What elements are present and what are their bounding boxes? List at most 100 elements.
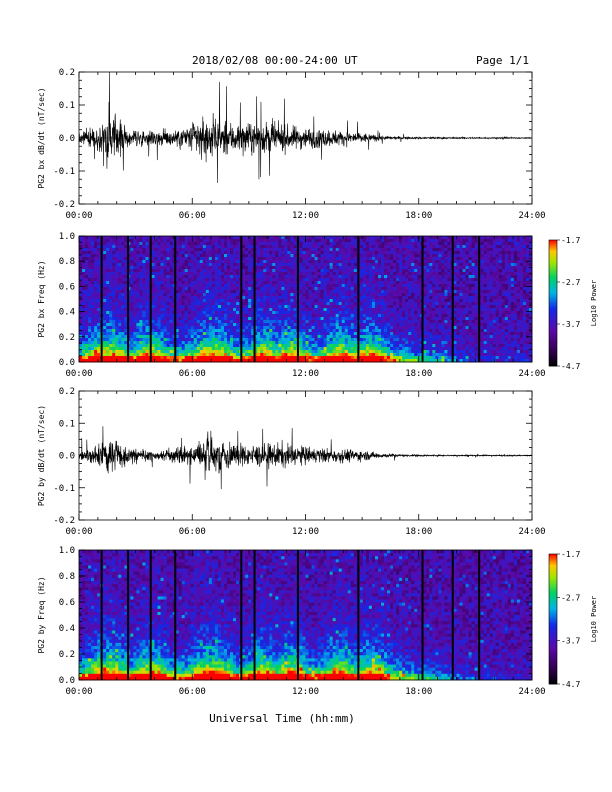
- bx-spectrogram-cell: [214, 344, 219, 348]
- bx-spectrogram-cell: [368, 335, 373, 339]
- bx-spectrogram-cell: [278, 326, 282, 330]
- bx-spectrogram-cell: [109, 344, 113, 348]
- bx-spectrogram-cell: [130, 326, 134, 330]
- bx-spectrogram-cell: [314, 245, 318, 249]
- bx-spectrogram-cell: [106, 281, 110, 285]
- bx-spectrogram-cell: [118, 302, 122, 306]
- bx-spectrogram-cell: [399, 350, 403, 354]
- bx-spectrogram-cell: [139, 350, 143, 354]
- bx-spectrogram-cell: [359, 287, 364, 291]
- bx-spectrogram-cell: [214, 338, 219, 342]
- bx-spectrogram-cell: [109, 305, 113, 309]
- bx-spectrogram-cell: [205, 332, 210, 336]
- bx-spectrogram-cell: [411, 305, 415, 309]
- bx-spectrogram-cell: [284, 266, 288, 270]
- bx-spectrogram-cell: [396, 329, 400, 333]
- bx-spectrogram-cell: [133, 323, 137, 327]
- bx-spectrogram-cell: [154, 305, 158, 309]
- bx-spectrogram-cell: [82, 272, 86, 276]
- bx-spectrogram-cell: [236, 308, 240, 312]
- bx-spectrogram-cell: [341, 305, 346, 309]
- bx-spectrogram-cell: [387, 263, 391, 267]
- bx-spectrogram-cell: [344, 269, 349, 273]
- bx-spectrogram-cell: [193, 257, 198, 261]
- bx-spectrogram-cell: [384, 236, 388, 240]
- bx-spectrogram-cell: [88, 293, 92, 297]
- bx-spectrogram-cell: [193, 317, 198, 321]
- bx-spectrogram-cell: [423, 359, 427, 363]
- bx-spectrogram-cell: [426, 323, 430, 327]
- bx-spectrogram-cell: [429, 278, 433, 282]
- bx-spectrogram-cell: [121, 245, 125, 249]
- bx-spectrogram-cell: [151, 296, 155, 300]
- bx-spectrogram-cell: [326, 350, 331, 354]
- bx-spectrogram-cell: [338, 248, 343, 252]
- bx-spectrogram-cell: [199, 353, 204, 357]
- bx-spectrogram-cell: [323, 329, 328, 333]
- bx-spectrogram-cell: [326, 281, 331, 285]
- bx-spectrogram-cell: [284, 248, 288, 252]
- bx-spectrogram-cell: [314, 311, 318, 315]
- bx-spectrogram-cell: [187, 260, 192, 264]
- bx-spectrogram-cell: [184, 287, 189, 291]
- bx-spectrogram-cell: [112, 338, 116, 342]
- bx-spectrogram-cell: [317, 236, 321, 240]
- bx-spectrogram-cell: [103, 281, 107, 285]
- bx-spectrogram-cell: [417, 311, 421, 315]
- bx-spectrogram-cell: [260, 341, 264, 345]
- bx-spectrogram-cell: [260, 275, 264, 279]
- bx-spectrogram-cell: [275, 260, 279, 264]
- bx-spectrogram-cell: [390, 314, 394, 318]
- bx-spectrogram-cell: [341, 302, 346, 306]
- bx-spectrogram-cell: [248, 251, 252, 255]
- bx-spectrogram-cell: [350, 344, 355, 348]
- bx-spectrogram-cell: [287, 308, 291, 312]
- bx-spectrogram-cell: [145, 347, 149, 351]
- bx-spectrogram-cell: [393, 269, 397, 273]
- bx-spectrogram-cell: [287, 317, 291, 321]
- bx-spectrogram-cell: [411, 275, 415, 279]
- bx-spectrogram-cell: [251, 260, 255, 264]
- bx-spectrogram-cell: [118, 350, 122, 354]
- bx-spectrogram-cell: [181, 347, 186, 351]
- bx-spectrogram-cell: [263, 251, 267, 255]
- bx-spectrogram-cell: [260, 269, 264, 273]
- bx-spectrogram-cell: [414, 347, 418, 351]
- bx-spectrogram-cell: [275, 320, 279, 324]
- bx-spectrogram-cell: [118, 248, 122, 252]
- bx-spectrogram-cell: [106, 326, 110, 330]
- bx-spectrogram-cell: [187, 236, 192, 240]
- bx-spectrogram-cell: [196, 257, 201, 261]
- bx-spectrogram-cell: [133, 347, 137, 351]
- bx-spectrogram-cell: [112, 341, 116, 345]
- bx-spectrogram-cell: [88, 299, 92, 303]
- bx-spectrogram-cell: [97, 329, 101, 333]
- bx-spectrogram-cell: [142, 251, 146, 255]
- bx-spectrogram-cell: [211, 299, 216, 303]
- bx-spectrogram-cell: [260, 239, 264, 243]
- bx-spectrogram-cell: [169, 350, 174, 354]
- bx-spectrogram-cell: [142, 335, 146, 339]
- bx-spectrogram-cell: [139, 266, 143, 270]
- bx-spectrogram-cell: [387, 290, 391, 294]
- bx-spectrogram-cell: [284, 311, 288, 315]
- bx-spectrogram-cell: [133, 278, 137, 282]
- bx-spectrogram-cell: [163, 311, 167, 315]
- bx-spectrogram-cell: [263, 314, 267, 318]
- bx-spectrogram-cell: [133, 236, 137, 240]
- bx-spectrogram-cell: [175, 320, 180, 324]
- bx-spectrogram-cell: [230, 248, 234, 252]
- bx-spectrogram-cell: [121, 239, 125, 243]
- bx-spectrogram-cell: [329, 239, 334, 243]
- bx-spectrogram-cell: [94, 275, 98, 279]
- bx-spectrogram-cell: [384, 344, 388, 348]
- bx-spectrogram-cell: [402, 329, 406, 333]
- bx-spectrogram-cell: [350, 299, 355, 303]
- bx-spectrogram-cell: [112, 248, 116, 252]
- bx-spectrogram-cell: [393, 290, 397, 294]
- bx-spectrogram-cell: [353, 302, 358, 306]
- bx-spectrogram-cell: [417, 263, 421, 267]
- bx-spectrogram-cell: [390, 326, 394, 330]
- bx-spectrogram-cell: [365, 293, 370, 297]
- bx-spectrogram-cell: [248, 341, 252, 345]
